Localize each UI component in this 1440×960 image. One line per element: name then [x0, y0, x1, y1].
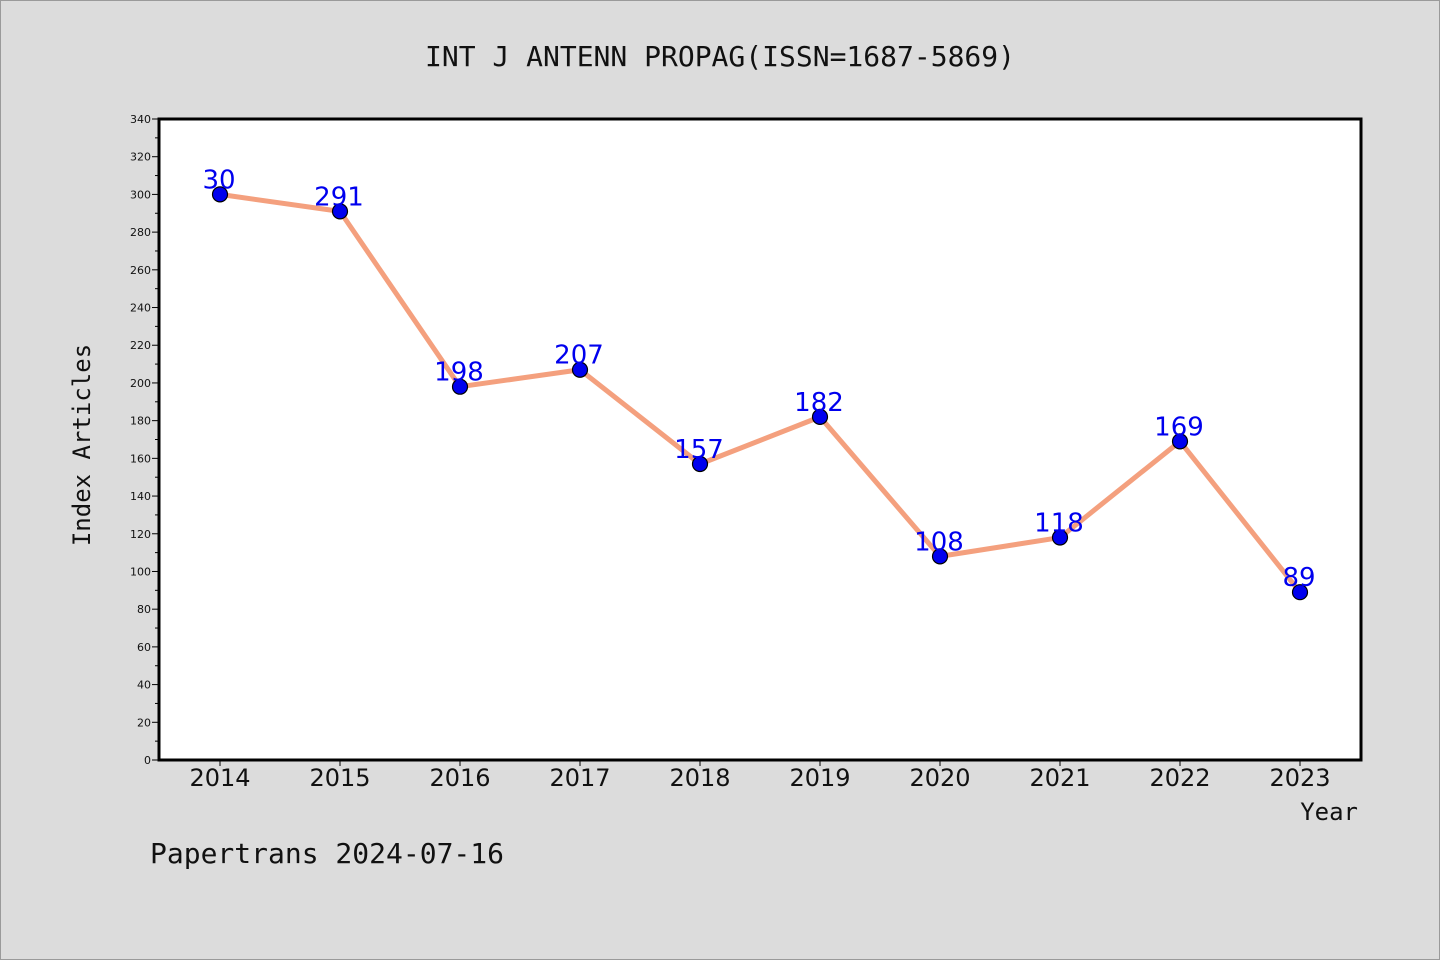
- x-tick-label: 2015: [309, 764, 370, 792]
- x-tick-label: 2020: [909, 764, 970, 792]
- data-label: 291: [314, 182, 364, 212]
- series-line: [217, 191, 1303, 595]
- x-tick-label: 2019: [789, 764, 850, 792]
- y-tick-label: 300: [130, 188, 151, 201]
- y-tick-label: 40: [137, 679, 151, 692]
- y-tick-label: 200: [130, 377, 151, 390]
- y-axis-ticks: 0 20 40 60 80 100 120 140 160 180 200 220 240 260 280 3…: [130, 113, 159, 767]
- y-tick-label: 340: [130, 113, 151, 126]
- y-tick-label: 80: [137, 603, 151, 616]
- x-axis-ticks: 2014 2015 2016 2017 2018 2019 2020 2021 2022 2023: [189, 760, 1331, 792]
- chart-title: INT J ANTENN PROPAG(ISSN=1687-5869): [425, 40, 1015, 73]
- x-axis-label: Year: [1300, 798, 1358, 826]
- footer-text: Papertrans 2024-07-16: [150, 837, 504, 870]
- y-tick-label: 180: [130, 415, 151, 428]
- data-point: [211, 186, 229, 203]
- data-label: 30: [202, 165, 235, 195]
- y-tick-label: 220: [130, 339, 151, 352]
- y-tick-label: 120: [130, 528, 151, 541]
- y-axis-label: Index Articles: [68, 344, 96, 546]
- y-tick-label: 100: [130, 565, 151, 578]
- data-label: 198: [434, 358, 484, 388]
- x-tick-label: 2014: [189, 764, 250, 792]
- data-label: 182: [794, 388, 844, 418]
- data-label: 108: [914, 527, 964, 557]
- data-point: [931, 548, 949, 565]
- data-label: 118: [1034, 509, 1084, 539]
- x-tick-label: 2021: [1029, 764, 1090, 792]
- y-tick-label: 260: [130, 264, 151, 277]
- y-tick-label: 0: [144, 754, 151, 767]
- data-label: 207: [554, 341, 604, 371]
- x-tick-label: 2017: [549, 764, 610, 792]
- y-tick-label: 140: [130, 490, 151, 503]
- data-point: [811, 408, 829, 425]
- y-tick-label: 20: [137, 716, 151, 729]
- data-label: 89: [1282, 563, 1315, 593]
- data-point: [1171, 433, 1189, 450]
- data-point: [1051, 529, 1069, 546]
- data-label: 157: [674, 435, 724, 465]
- x-tick-label: 2023: [1269, 764, 1330, 792]
- x-tick-label: 2018: [669, 764, 730, 792]
- data-point: [331, 203, 349, 220]
- plot-border: [157, 117, 1363, 762]
- data-point: [571, 361, 589, 378]
- data-label: 169: [1154, 412, 1204, 442]
- data-labels: 30 291 198 207 157 182 108 118 169 89: [202, 165, 1315, 593]
- series-line-group: [217, 191, 1303, 595]
- x-tick-label: 2022: [1149, 764, 1210, 792]
- data-markers: [211, 186, 1309, 601]
- x-tick-label: 2016: [429, 764, 490, 792]
- y-tick-label: 160: [130, 452, 151, 465]
- data-point: [451, 378, 469, 395]
- y-tick-label: 240: [130, 302, 151, 315]
- data-point: [691, 455, 709, 473]
- y-tick-label: 280: [130, 226, 151, 239]
- y-tick-label: 320: [130, 151, 151, 164]
- y-tick-label: 60: [137, 641, 151, 654]
- data-point: [1291, 584, 1309, 601]
